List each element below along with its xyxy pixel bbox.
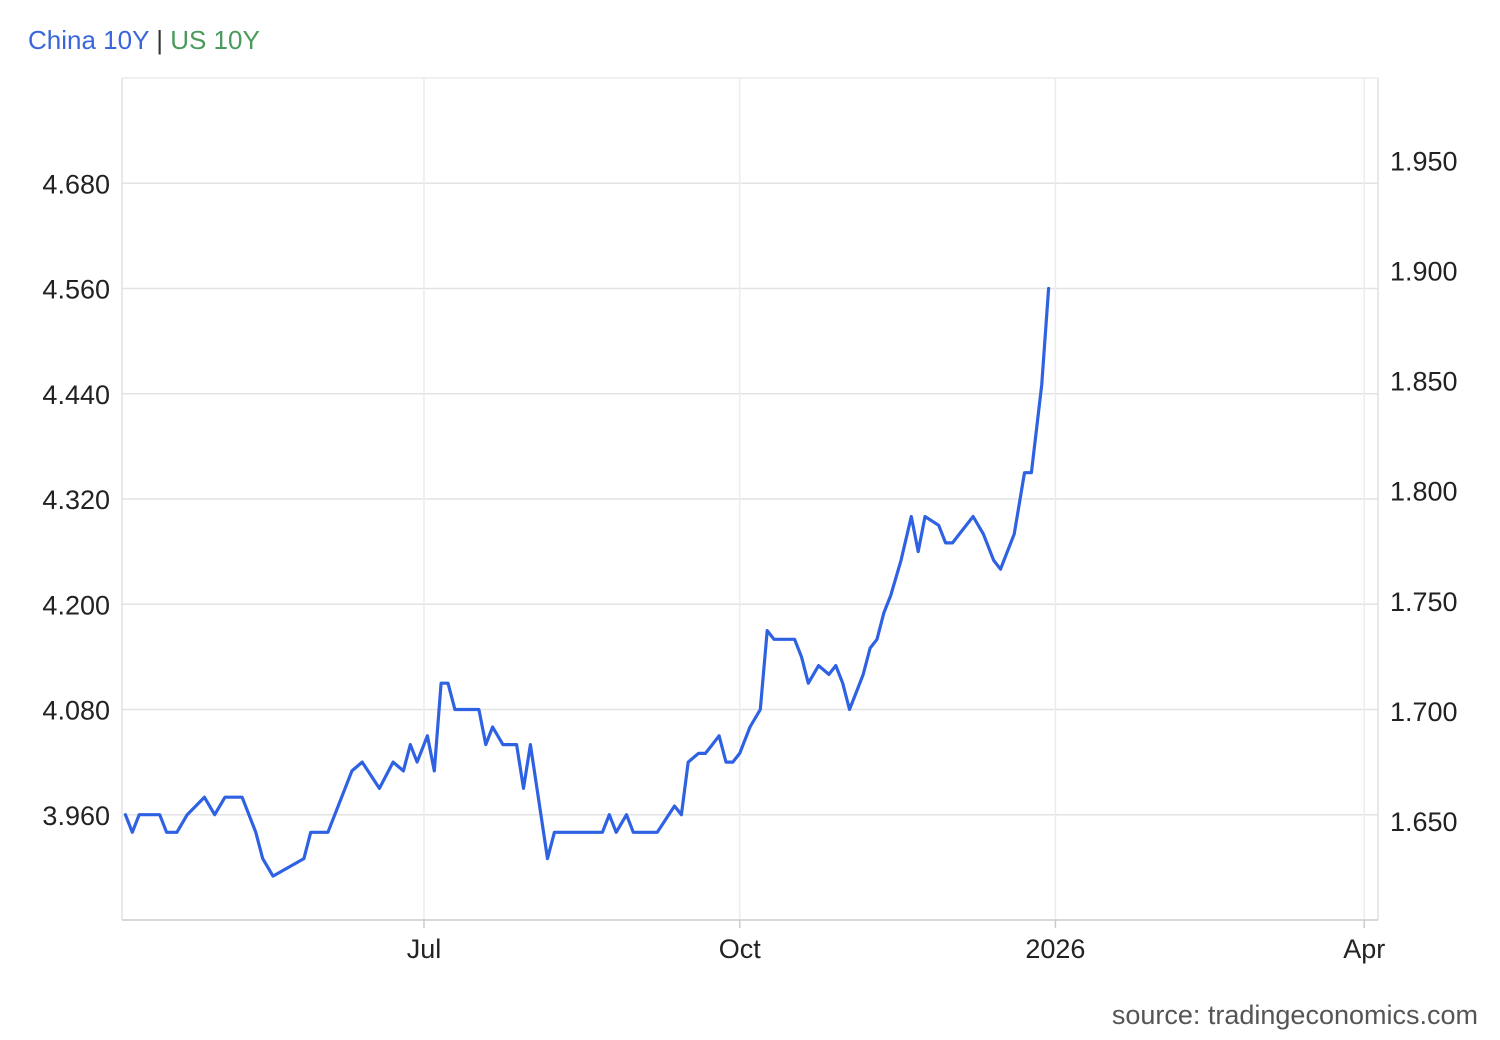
legend-separator: | xyxy=(156,25,163,55)
y-left-tick-label: 4.680 xyxy=(42,169,110,199)
legend-us-10y[interactable]: US 10Y xyxy=(170,25,260,55)
y-right-tick-label: 1.700 xyxy=(1390,697,1458,727)
y-right-tick-label: 1.650 xyxy=(1390,807,1458,837)
y-right-tick-label: 1.800 xyxy=(1390,477,1458,507)
y-left-tick-label: 4.200 xyxy=(42,590,110,620)
chart-grid xyxy=(121,77,1379,920)
x-tick-label: 2026 xyxy=(1025,934,1085,964)
source-credit: source: tradingeconomics.com xyxy=(1111,1000,1478,1030)
y-right-tick-label: 1.950 xyxy=(1390,147,1458,177)
y-left-tick-label: 4.080 xyxy=(42,696,110,726)
y-left-tick-label: 3.960 xyxy=(42,801,110,831)
chart-legend: China 10Y | US 10Y xyxy=(28,24,260,56)
y-left-tick-label: 4.440 xyxy=(42,380,110,410)
y-right-tick-label: 1.850 xyxy=(1390,367,1458,397)
series-line-china-10y[interactable] xyxy=(123,286,1051,878)
y-right-tick-label: 1.900 xyxy=(1390,257,1458,287)
x-tick-label: Apr xyxy=(1343,934,1385,964)
y-right-tick-label: 1.750 xyxy=(1390,587,1458,617)
legend-china-10y[interactable]: China 10Y xyxy=(28,25,149,55)
y-left-tick-label: 4.320 xyxy=(42,485,110,515)
chart-series xyxy=(123,286,1051,878)
x-tick-label: Oct xyxy=(719,934,762,964)
x-tick-label: Jul xyxy=(407,934,442,964)
y-left-tick-label: 4.560 xyxy=(42,275,110,305)
chart-axes: 3.960 4.080 4.200 4.320 4.440 4.560 4.680 1.650… xyxy=(42,147,1457,964)
